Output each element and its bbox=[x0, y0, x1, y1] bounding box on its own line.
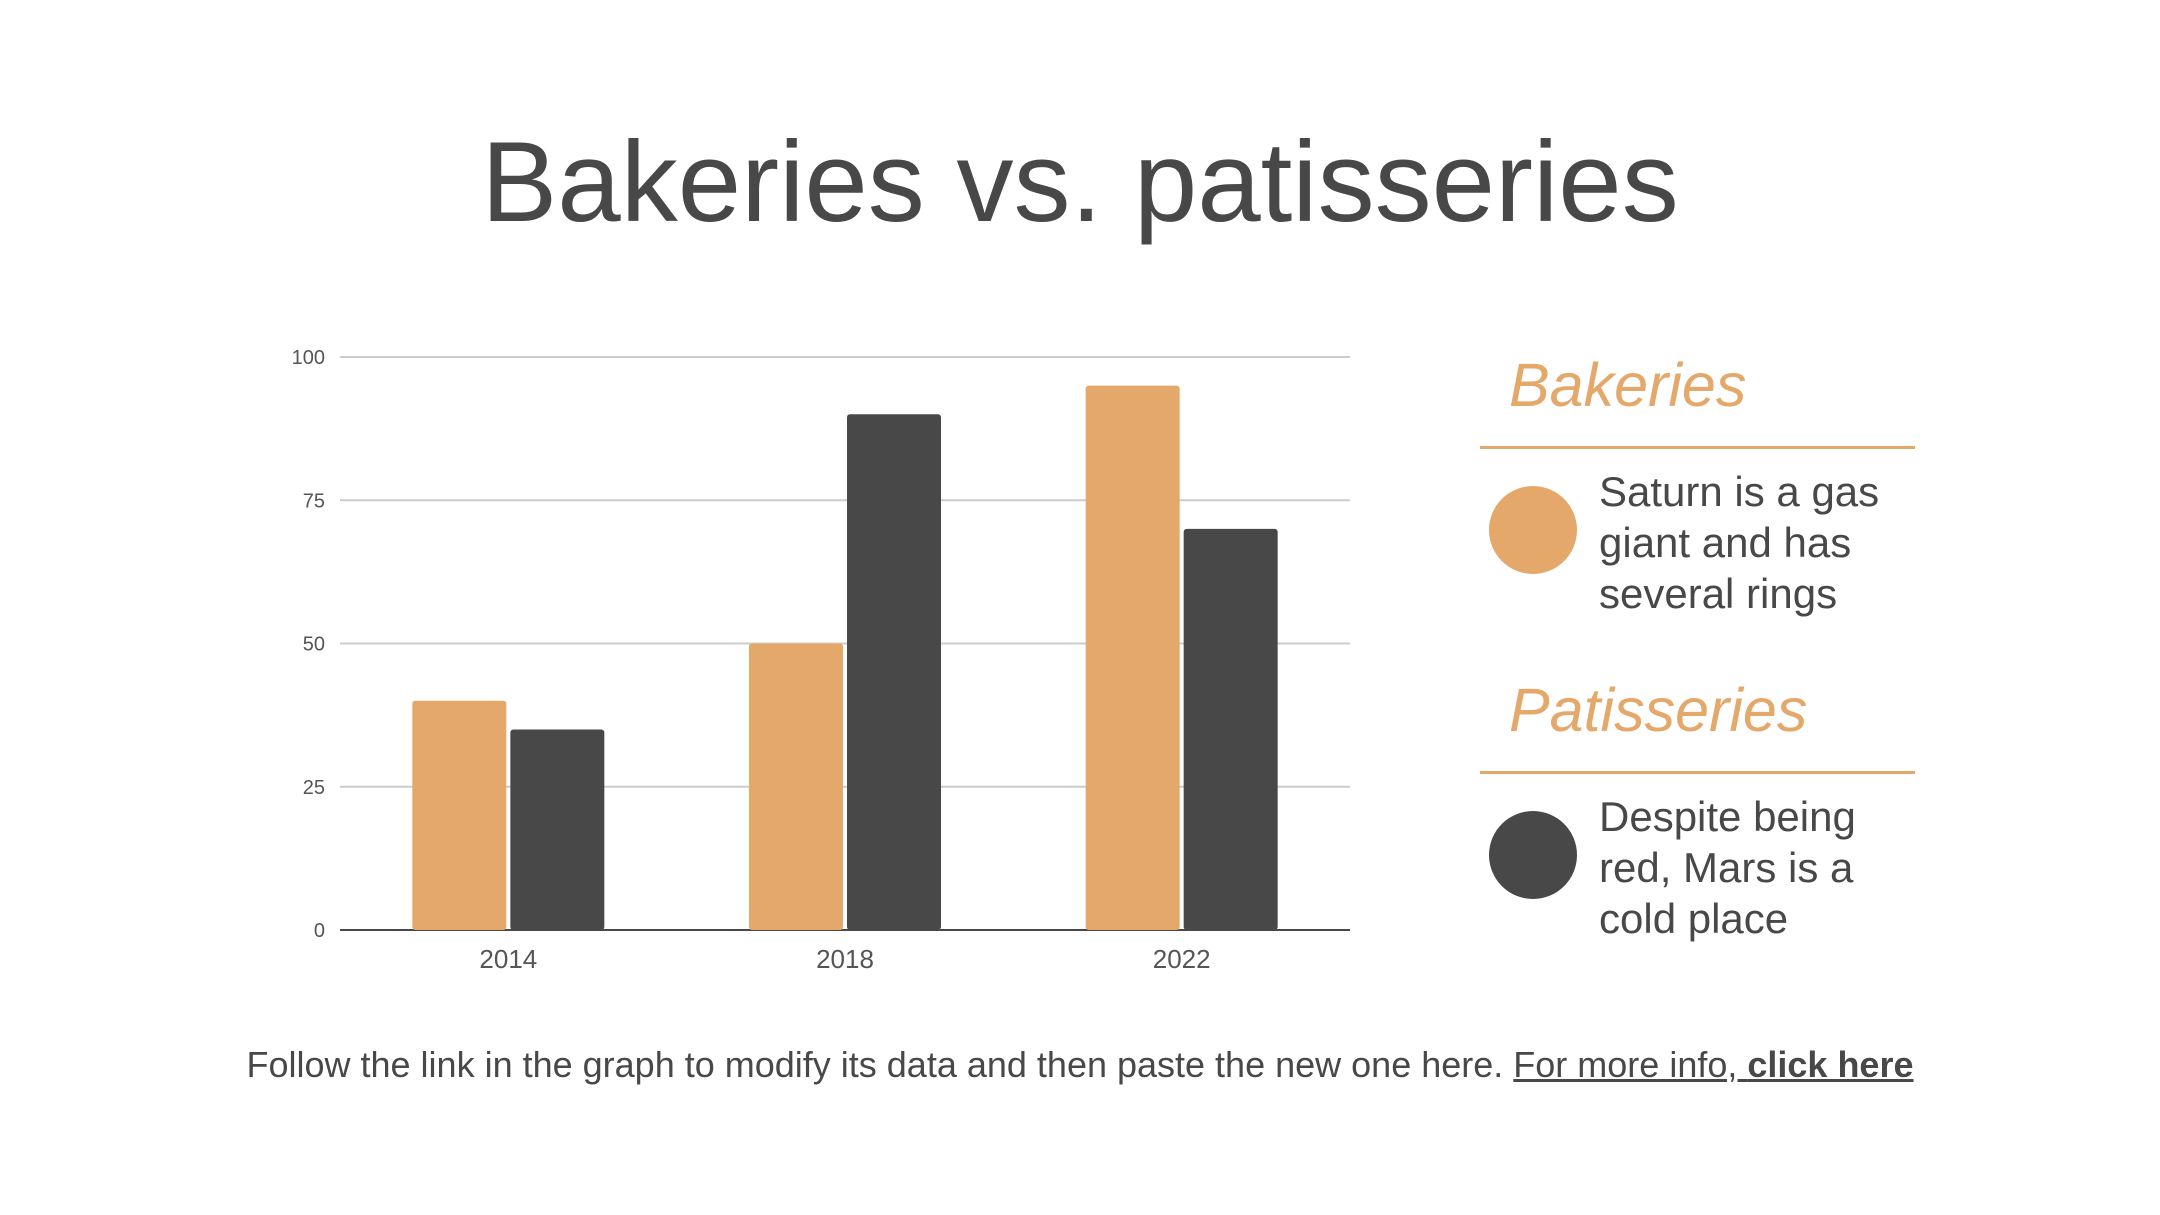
x-tick-label: 2018 bbox=[816, 944, 874, 974]
patisseries-color-swatch bbox=[1489, 811, 1577, 899]
y-tick-label: 0 bbox=[314, 920, 325, 942]
bar-chart[interactable]: 0 25 50 75 100 2014 2018 2022 bbox=[240, 320, 1380, 1000]
x-tick-label: 2022 bbox=[1153, 944, 1211, 974]
y-tick-label: 75 bbox=[303, 490, 325, 512]
footer-note: Follow the link in the graph to modify i… bbox=[0, 1043, 2160, 1087]
y-tick-label: 25 bbox=[303, 777, 325, 799]
bar-patisseries-2018 bbox=[847, 414, 941, 930]
bar-patisseries-2022 bbox=[1183, 528, 1278, 930]
slide-title: Bakeries vs. patisseries bbox=[481, 119, 1679, 246]
legend-divider-bakeries bbox=[1480, 446, 1915, 449]
bar-bakeries-2014 bbox=[412, 700, 507, 930]
bar-bakeries-2022 bbox=[1085, 385, 1180, 930]
legend-heading-patisseries: Patisseries bbox=[1509, 676, 1808, 744]
legend-heading-bakeries: Bakeries bbox=[1509, 351, 1747, 419]
bar-bakeries-2018 bbox=[749, 643, 843, 930]
y-tick-label: 50 bbox=[303, 634, 325, 656]
patisseries-description: Despite being red, Mars is a cold place bbox=[1599, 793, 1856, 942]
more-info-link[interactable]: For more info, click here bbox=[1513, 1044, 1913, 1085]
legend-divider-patisseries bbox=[1480, 771, 1915, 774]
footer-instruction-text: Follow the link in the graph to modify i… bbox=[246, 1044, 1504, 1085]
bakeries-color-swatch bbox=[1489, 486, 1577, 574]
bakeries-description: Saturn is a gas giant and has several ri… bbox=[1599, 468, 1880, 617]
x-tick-label: 2014 bbox=[479, 944, 537, 974]
y-tick-label: 100 bbox=[292, 347, 325, 369]
click-here-link-text: click here bbox=[1747, 1044, 1914, 1085]
bar-patisseries-2014 bbox=[510, 729, 605, 930]
more-info-link-prefix: For more info, bbox=[1513, 1044, 1748, 1085]
